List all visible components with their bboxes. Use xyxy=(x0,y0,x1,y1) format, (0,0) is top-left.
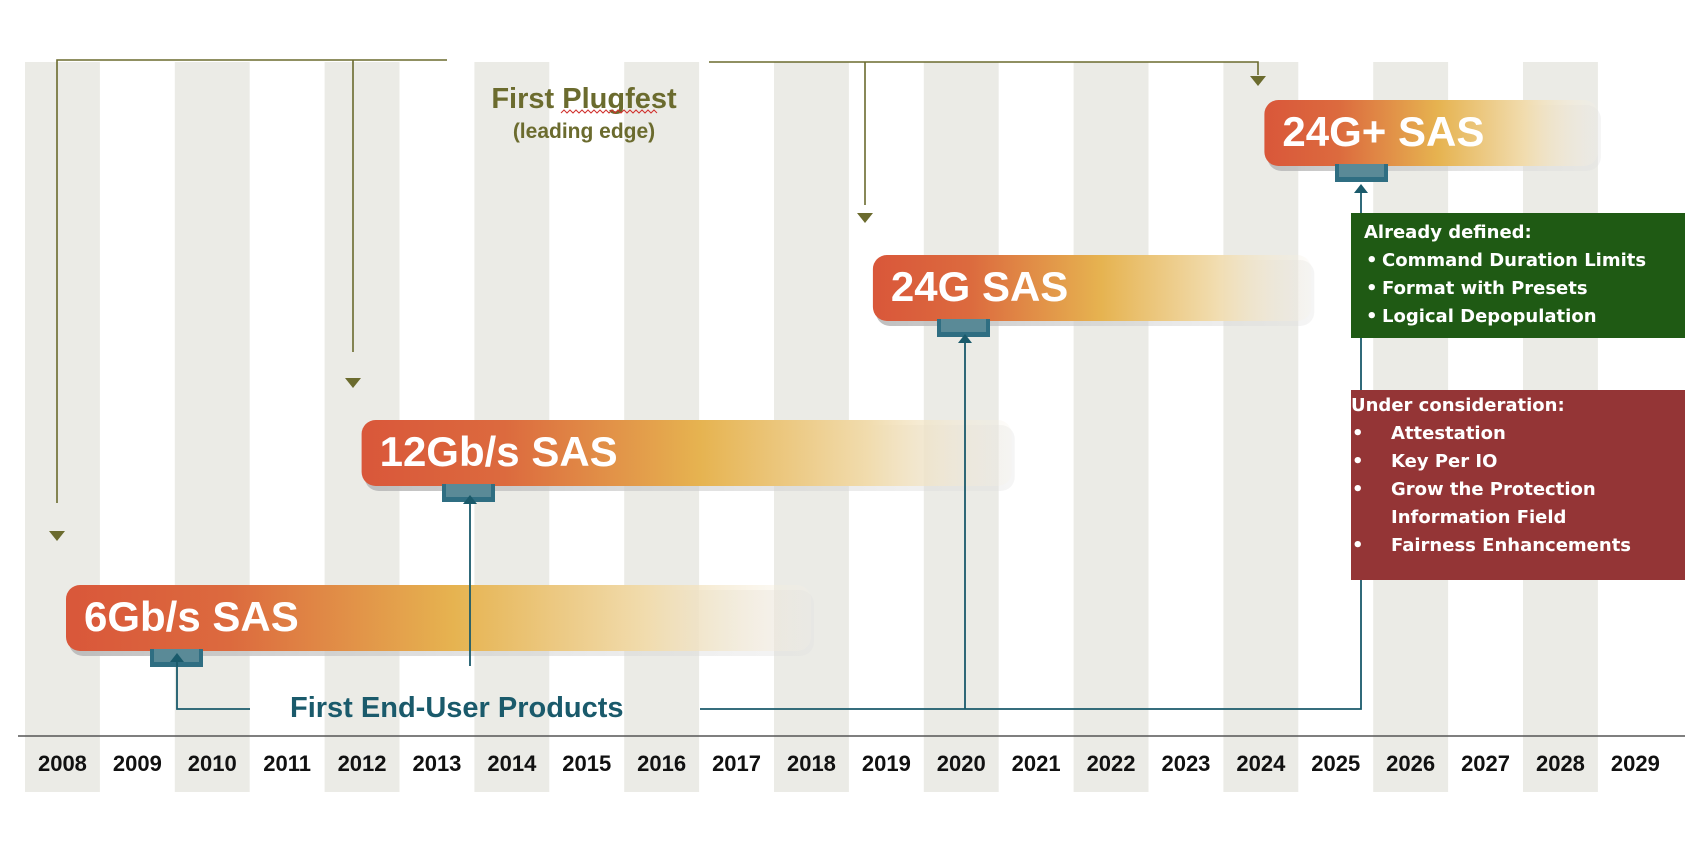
under-consideration-item: Fairness Enhancements xyxy=(1351,532,1685,560)
already-defined-list: Command Duration Limits Format with Pres… xyxy=(1364,247,1685,331)
product-arrow-2025 xyxy=(1354,184,1368,193)
year-label-2015: 2015 xyxy=(562,751,611,776)
year-label-2019: 2019 xyxy=(862,751,911,776)
product-arrow-2010 xyxy=(170,653,184,662)
year-band-2008 xyxy=(25,62,100,792)
under-consideration-item: Key Per IO xyxy=(1351,448,1685,476)
generation-label: 24G SAS xyxy=(891,263,1068,310)
already-defined-heading: Already defined: xyxy=(1364,222,1532,243)
products-label: First End-User Products xyxy=(290,692,624,724)
generation-bars: 6Gb/s SAS 12Gb/s SAS 24G SAS 24G+ SAS xyxy=(66,100,1601,667)
plugfest-connectors xyxy=(56,59,1259,503)
bar-body xyxy=(1264,100,1598,166)
year-label-2026: 2026 xyxy=(1386,751,1435,776)
product-connectors xyxy=(176,190,1362,710)
bar-product-tab-inner xyxy=(941,319,986,332)
plugfest-top-line-left xyxy=(56,59,447,503)
generation-bar-2: 12Gb/s SAS xyxy=(361,420,1015,502)
year-label-2010: 2010 xyxy=(188,751,237,776)
generation-bar-1: 6Gb/s SAS xyxy=(66,585,814,667)
generation-bar-4: 24G+ SAS xyxy=(1264,100,1601,182)
product-arrow-2020 xyxy=(958,334,972,343)
plugfest-arrow-2008 xyxy=(49,531,65,541)
generation-label: 12Gb/s SAS xyxy=(380,428,618,475)
bar-body xyxy=(872,255,1312,321)
year-label-2024: 2024 xyxy=(1236,751,1286,776)
year-label-2023: 2023 xyxy=(1161,751,1210,776)
year-label-2021: 2021 xyxy=(1012,751,1061,776)
year-label-2018: 2018 xyxy=(787,751,836,776)
year-label-2029: 2029 xyxy=(1611,751,1660,776)
year-label-2011: 2011 xyxy=(263,751,311,776)
bar-body xyxy=(66,585,811,651)
under-consideration-list: Attestation Key Per IO Grow the Protecti… xyxy=(1351,420,1685,560)
generation-label: 24G+ SAS xyxy=(1282,108,1484,155)
year-label-2020: 2020 xyxy=(937,751,986,776)
plugfest-arrow-2012 xyxy=(345,378,361,388)
generation-label: 6Gb/s SAS xyxy=(84,593,299,640)
already-defined-item: Logical Depopulation xyxy=(1364,303,1685,331)
plugfest-title: First Plugfest xyxy=(491,83,677,115)
year-label-2014: 2014 xyxy=(487,751,537,776)
year-label-2017: 2017 xyxy=(712,751,761,776)
plugfest-subtitle: (leading edge) xyxy=(513,120,655,143)
year-band-2010 xyxy=(174,62,250,792)
year-label-2013: 2013 xyxy=(412,751,461,776)
already-defined-item: Format with Presets xyxy=(1364,275,1685,303)
year-label-2009: 2009 xyxy=(113,751,162,776)
already-defined-item: Command Duration Limits xyxy=(1364,247,1685,275)
already-defined-box: Already defined: Command Duration Limits… xyxy=(1351,213,1685,338)
year-labels: 2008 2009 2010 2011 2012 2013 2014 2015 2016 2017… xyxy=(38,751,1660,776)
year-band-2024 xyxy=(1223,62,1299,792)
under-consideration-box: Under consideration: Attestation Key Per… xyxy=(1351,390,1685,580)
year-label-2025: 2025 xyxy=(1311,751,1360,776)
year-label-2028: 2028 xyxy=(1536,751,1585,776)
under-consideration-item: Attestation xyxy=(1351,420,1685,448)
product-arrow-2013 xyxy=(463,495,477,504)
plugfest-arrowheads xyxy=(49,76,1266,541)
spellcheck-underline xyxy=(560,109,658,114)
year-band-2022 xyxy=(1073,62,1149,792)
year-label-2022: 2022 xyxy=(1087,751,1136,776)
year-label-2008: 2008 xyxy=(38,751,87,776)
plugfest-arrow-2019 xyxy=(857,213,873,223)
bar-product-tab-inner xyxy=(446,484,491,497)
under-consideration-item: Grow the Protection Information Field xyxy=(1351,476,1685,532)
year-label-2027: 2027 xyxy=(1461,751,1510,776)
year-label-2012: 2012 xyxy=(338,751,387,776)
product-line-right xyxy=(700,190,1362,710)
product-line-2010 xyxy=(176,660,250,710)
under-consideration-heading: Under consideration: xyxy=(1351,395,1565,416)
product-arrowheads xyxy=(170,184,1368,662)
plugfest-top-line-right xyxy=(709,61,1259,75)
plugfest-arrow-2024 xyxy=(1250,76,1266,86)
year-label-2016: 2016 xyxy=(637,751,686,776)
generation-bar-3: 24G SAS xyxy=(872,255,1315,337)
bar-body xyxy=(361,420,1012,486)
bar-product-tab-inner xyxy=(1339,164,1384,177)
